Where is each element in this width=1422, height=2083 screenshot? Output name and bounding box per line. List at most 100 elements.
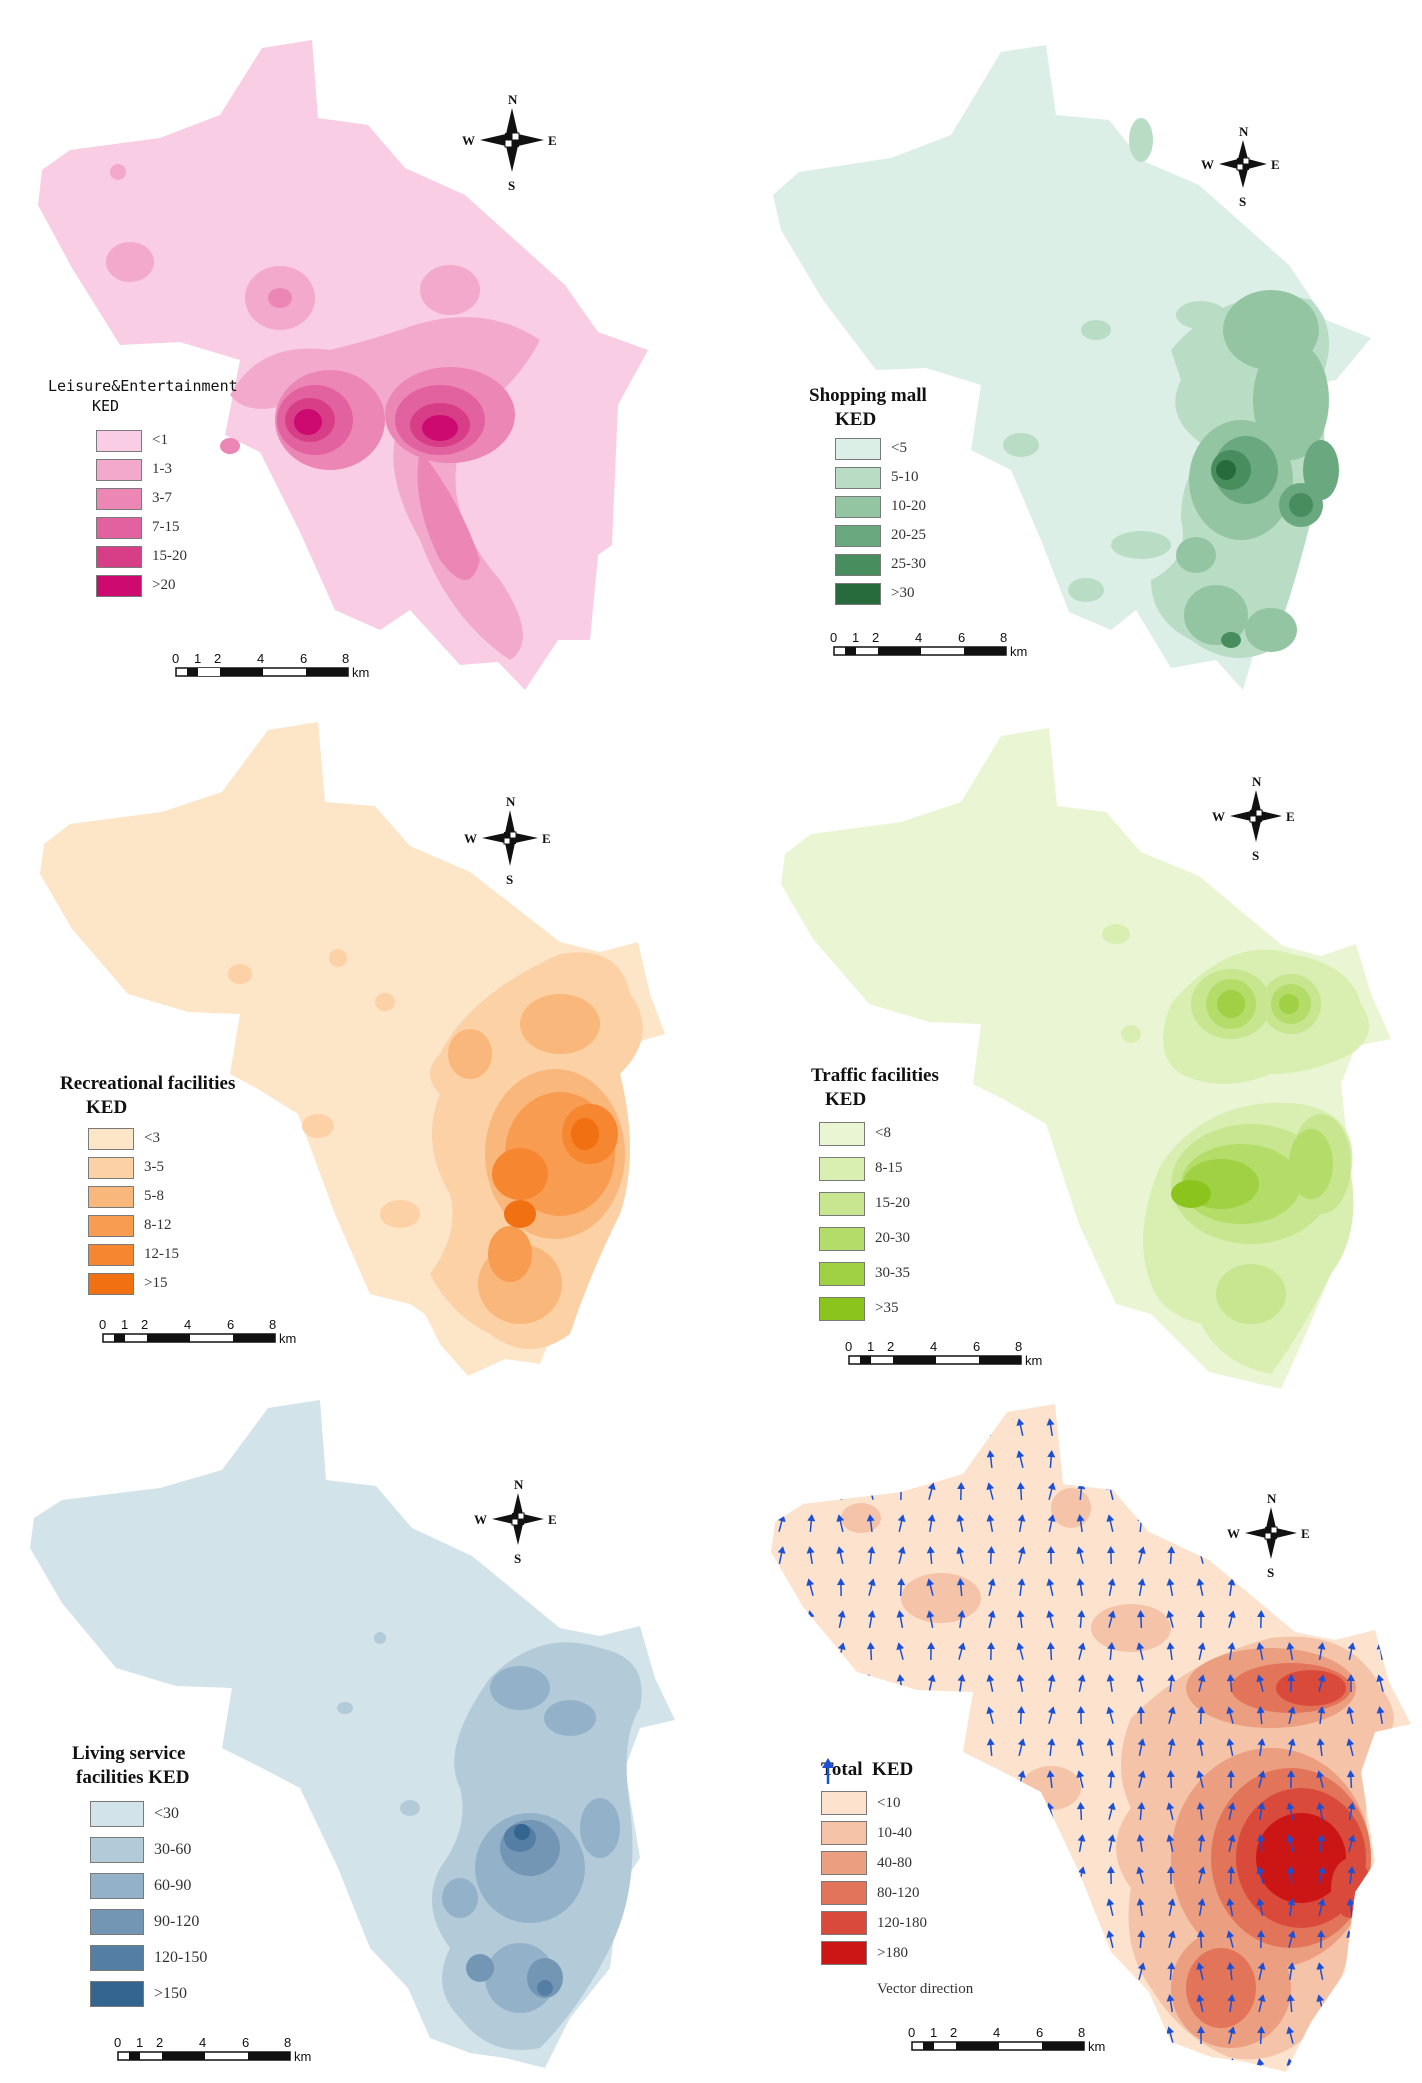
vector-arrow [896, 1642, 905, 1660]
vector-arrow [1017, 1802, 1026, 1821]
vector-arrow [1107, 1578, 1116, 1596]
svg-text:4: 4 [184, 1317, 191, 1332]
legend-swatch [821, 1941, 867, 1965]
vector-arrow [986, 1930, 995, 1948]
svg-text:N: N [506, 794, 516, 809]
vector-arrow [1197, 1866, 1206, 1884]
vector-arrow [896, 1450, 905, 1468]
vector-arrow [1076, 1802, 1085, 1821]
vector-arrow [986, 1706, 995, 1724]
vector-arrow [1316, 1546, 1325, 1564]
svg-text:8: 8 [1000, 630, 1007, 645]
vector-arrow [1316, 1962, 1325, 1980]
vector-arrow [1347, 1418, 1356, 1436]
vector-arrow [1047, 1962, 1056, 1981]
legend-row: 80-120 [821, 1878, 973, 1908]
vector-arrow [957, 2058, 966, 2072]
vector-arrow [1106, 1898, 1115, 1916]
vector-arrow [1346, 1546, 1355, 1565]
vector-arrow [1137, 1546, 1146, 1564]
legend-swatch [90, 1801, 144, 1827]
density-blobs [337, 1632, 642, 2050]
vector-arrow [1017, 1546, 1026, 1564]
map-panel-recreational: N S E W 0 1 2 4 6 8 km Recreational faci… [0, 694, 711, 1388]
compass-s-label: S [508, 178, 515, 193]
vector-arrow [897, 1706, 906, 1725]
legend-row: 3-7 [96, 484, 238, 513]
map-panel-shopping: N S E W 0 1 2 4 6 8 km Shopping mall KED… [711, 0, 1422, 694]
vector-arrow [836, 1514, 845, 1532]
vector-arrow [1136, 1674, 1145, 1692]
vector-arrow [1346, 1706, 1355, 1724]
svg-text:1: 1 [930, 2025, 937, 2040]
legend-swatch [96, 574, 142, 597]
vector-arrow [1197, 1482, 1206, 1501]
vector-arrow [1377, 1994, 1386, 2012]
vector-arrow [745, 1481, 757, 1500]
vector-arrow [746, 1514, 755, 1532]
vector-arrow [1196, 2026, 1205, 2045]
vector-arrow [1167, 1962, 1176, 1981]
vector-arrow [1317, 1674, 1326, 1692]
vector-arrow [1016, 1482, 1025, 1501]
vector-arrow [1286, 1994, 1295, 2013]
vector-arrow [1227, 1770, 1236, 1789]
vector-arrow [1347, 2026, 1356, 2044]
vector-arrow [745, 1865, 757, 1884]
vector-arrow [1286, 1450, 1295, 1469]
scale-bar: 0 1 2 4 6 8 km [830, 630, 1027, 659]
vector-arrow [1257, 1994, 1266, 2012]
vector-arrow [1077, 1450, 1086, 1468]
vector-arrow [1287, 1546, 1296, 1565]
vector-arrow [927, 1450, 936, 1469]
vector-arrow [987, 1642, 996, 1661]
vector-arrow [1317, 1482, 1326, 1500]
vector-arrow [1046, 1418, 1055, 1437]
vector-arrow [836, 1738, 845, 1756]
vector-arrow [1167, 1898, 1176, 1916]
vector-arrow [1137, 1962, 1146, 1980]
svg-text:S: S [506, 872, 513, 887]
vector-arrow [806, 1770, 815, 1788]
vector-arrow [1136, 1866, 1145, 1884]
svg-text:km: km [294, 2049, 311, 2064]
vector-arrow [927, 1738, 936, 1757]
legend-swatch [90, 1837, 144, 1863]
vector-arrow [777, 1930, 786, 1948]
vector-arrow [1196, 1930, 1205, 1949]
vector-arrow [1196, 1578, 1205, 1596]
map-shopping: N S E W 0 1 2 4 6 8 km [773, 45, 1371, 690]
vector-arrow [746, 1610, 756, 1629]
vector-arrow [1017, 1994, 1026, 2013]
legend-classes: <8 8-15 15-20 20-30 30-35 >35 [819, 1116, 939, 1326]
legend-swatch [88, 1127, 134, 1150]
svg-text:W: W [1212, 809, 1225, 824]
vector-arrow [837, 1450, 846, 1469]
scale-bar: 0 1 2 4 6 8 km [114, 2035, 311, 2064]
vector-arrow [807, 1706, 816, 1724]
scale-bar: 0 1 2 4 6 8 km [172, 651, 369, 680]
vector-arrow [1016, 1674, 1025, 1693]
vector-arrow [1286, 1642, 1295, 1661]
vector-arrow [837, 1674, 846, 1693]
vector-arrow [1316, 2026, 1325, 2045]
vector-arrow [1107, 1802, 1116, 1820]
vector-arrow [746, 1642, 756, 1661]
compass-rose: N S E W [1212, 774, 1295, 863]
vector-arrow [867, 1610, 876, 1629]
vector-arrow [1136, 1706, 1145, 1725]
map-recreational: N S E W 0 1 2 4 6 8 km [40, 722, 665, 1376]
vector-arrow [1077, 1898, 1086, 1917]
vector-arrow [1227, 1450, 1236, 1469]
vector-arrow [1376, 1674, 1385, 1692]
map-panel-total: N S E W 0 1 2 4 6 8 km Total KED <10 10-… [711, 1388, 1422, 2083]
vector-arrow [776, 1834, 785, 1852]
vector-arrow [1166, 1642, 1175, 1661]
scale-bar: 0 1 2 4 6 8 km [845, 1339, 1042, 1368]
legend-swatch [819, 1226, 865, 1251]
vector-arrow [1376, 1450, 1385, 1468]
legend-row: <10 [821, 1788, 973, 1818]
vector-arrow [1016, 2058, 1025, 2072]
legend-row: <5 [835, 434, 927, 463]
vector-arrow [807, 1450, 816, 1468]
